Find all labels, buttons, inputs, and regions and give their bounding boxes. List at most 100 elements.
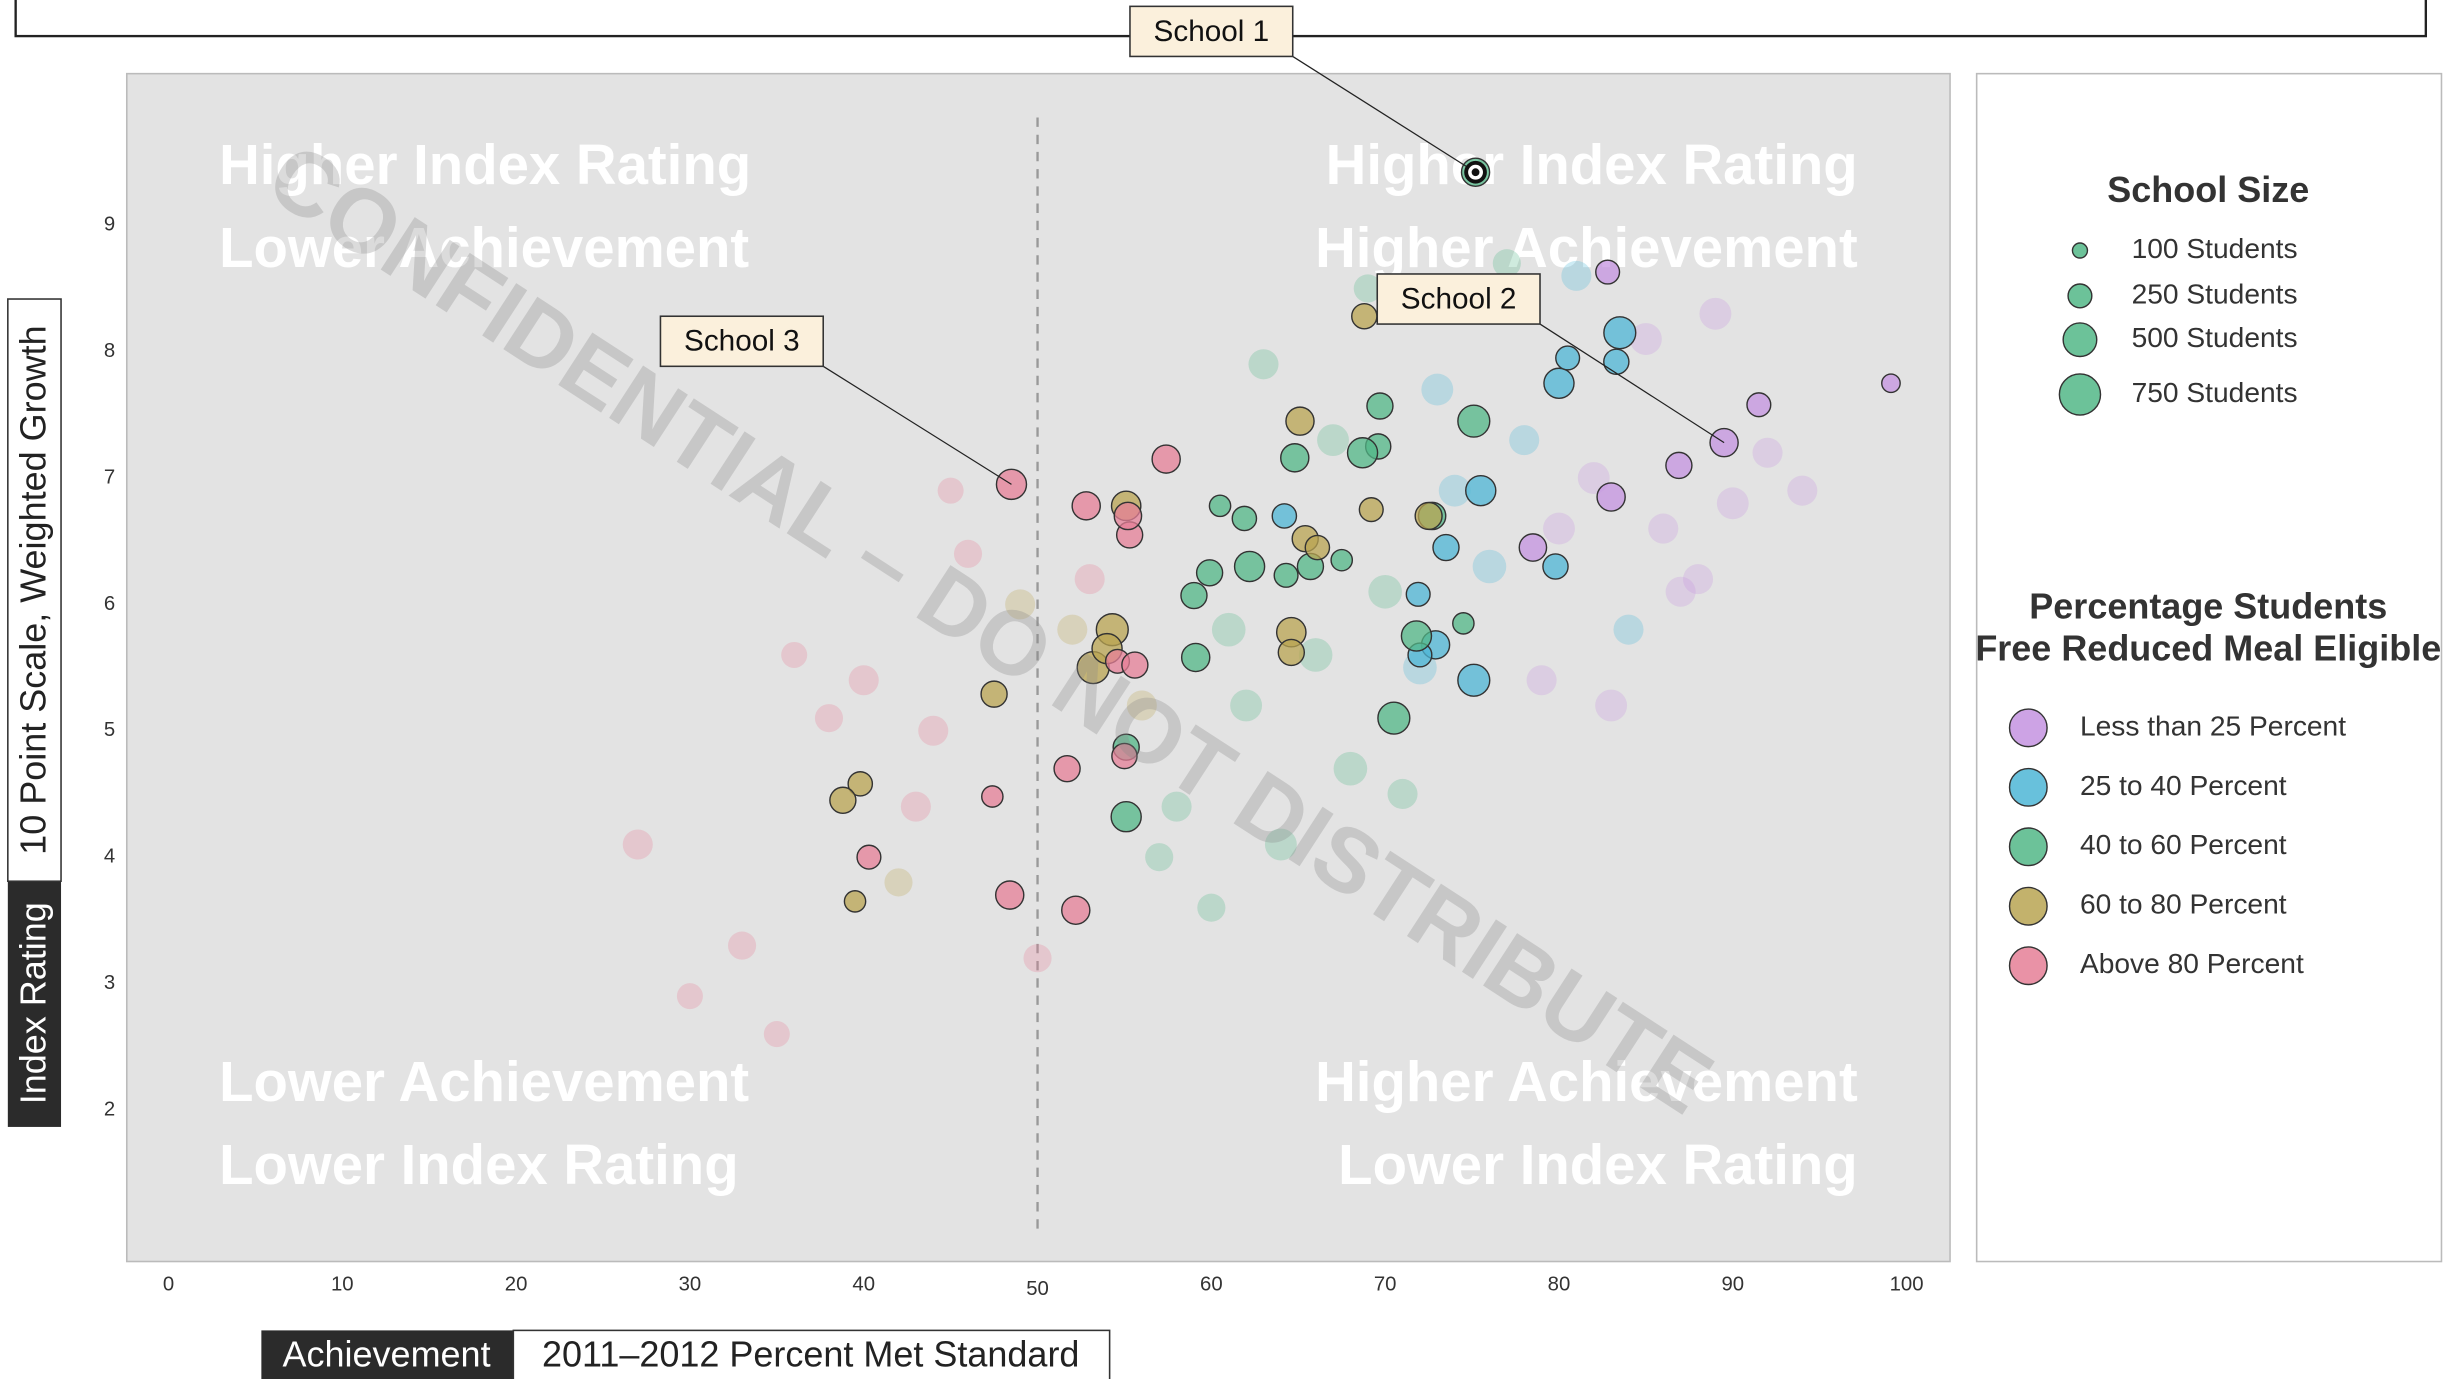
bubble-faint <box>1264 828 1297 861</box>
bubble <box>1881 373 1901 394</box>
quadrant-label: Higher Achievement <box>1315 216 1858 279</box>
annotation-label: School 2 <box>1401 282 1517 315</box>
y-label-tag: Index Rating <box>12 902 53 1104</box>
bubble <box>1304 534 1331 561</box>
size-legend-title: School Size <box>2107 169 2309 210</box>
color-legend-label: 60 to 80 Percent <box>2080 888 2287 920</box>
bubble-faint <box>1248 349 1279 380</box>
size-legend-label: 100 Students <box>2132 232 2298 264</box>
bubble-faint <box>1648 513 1679 544</box>
bubble-faint <box>1353 274 1382 303</box>
x-label: 2011–2012 Percent Met Standard <box>542 1333 1079 1374</box>
bubble <box>1330 548 1354 572</box>
bubble <box>1457 404 1491 438</box>
size-legend-label: 750 Students <box>2132 376 2298 408</box>
bubble <box>1377 701 1411 735</box>
bubble <box>1603 316 1637 350</box>
bubble <box>847 771 874 797</box>
bubble-faint <box>1438 474 1471 507</box>
bubble-faint <box>1699 297 1732 330</box>
x-tick-label: 40 <box>852 1273 875 1295</box>
annotation-leader <box>1292 55 1476 173</box>
x-tick-label: 0 <box>163 1273 174 1295</box>
color-legend-title: Free Reduced Meal Eligible <box>1975 628 2441 669</box>
bubble-faint <box>848 665 879 696</box>
y-tick-label: 3 <box>104 972 115 994</box>
x-tick-label: 50 <box>1026 1278 1049 1300</box>
bubble-faint <box>1716 487 1749 520</box>
color-legend-marker <box>2008 886 2048 926</box>
quadrant-label: Higher Achievement <box>1315 1050 1858 1113</box>
quadrant-label: Lower Index Rating <box>219 1133 739 1196</box>
y-label-box <box>7 298 62 883</box>
bubble <box>1071 491 1101 521</box>
color-legend-marker <box>2008 708 2048 748</box>
bubble <box>1542 553 1569 580</box>
y-tick-label: 4 <box>104 846 115 868</box>
bubble <box>1543 367 1575 399</box>
x-tick-label: 80 <box>1548 1273 1571 1295</box>
bubble <box>1110 800 1142 833</box>
color-legend-marker <box>2008 827 2048 867</box>
bubble <box>1351 303 1378 330</box>
color-legend-label: 25 to 40 Percent <box>2080 769 2287 801</box>
bubble <box>1432 533 1460 562</box>
bubble-faint <box>1211 612 1246 647</box>
x-tick-label: 60 <box>1200 1273 1223 1295</box>
bubble <box>1231 505 1258 532</box>
annotation-box <box>1376 273 1541 325</box>
bubble-faint <box>937 477 964 504</box>
bubble <box>1596 482 1626 512</box>
bubble-faint <box>1197 893 1226 922</box>
bubble <box>1271 503 1298 529</box>
color-legend-label: 40 to 60 Percent <box>2080 828 2287 860</box>
bubble <box>1277 638 1306 667</box>
bubble-faint <box>1368 574 1402 609</box>
quadrant-label: Higher Index Rating <box>219 133 751 196</box>
bubble-faint <box>1057 614 1088 645</box>
bubble-faint <box>1629 323 1662 355</box>
bubble <box>1061 895 1091 925</box>
bubble <box>1465 474 1497 507</box>
bubble <box>1121 651 1149 679</box>
bubble-faint <box>622 829 653 860</box>
bubble <box>1180 642 1211 673</box>
bubble-faint <box>1005 589 1036 620</box>
bubble-faint <box>814 704 844 733</box>
y-tick-label: 6 <box>104 593 115 615</box>
bubble-faint <box>1126 690 1157 721</box>
bubble <box>1113 501 1143 531</box>
y-tick-label: 7 <box>104 466 115 488</box>
bubble <box>1151 444 1181 474</box>
bubble-faint <box>1543 512 1575 545</box>
size-legend-marker <box>2071 242 2089 259</box>
bubble <box>1414 501 1443 531</box>
color-legend-marker <box>2008 946 2048 986</box>
bubble <box>1405 581 1431 607</box>
y-tick-label: 9 <box>104 214 115 236</box>
size-legend-label: 250 Students <box>2132 277 2298 309</box>
bubble-faint <box>1787 475 1818 506</box>
bubble <box>1400 620 1433 652</box>
size-legend-marker <box>2058 373 2102 416</box>
bubble <box>1233 550 1266 583</box>
bubble <box>1518 533 1548 562</box>
bubble-faint <box>1683 564 1714 595</box>
bubble-faint <box>1074 564 1105 595</box>
bubble-faint <box>1317 424 1349 457</box>
x-label-tag: Achievement <box>283 1333 491 1374</box>
bubble-faint <box>1472 549 1507 584</box>
bubble <box>981 785 1004 808</box>
y-label-tag-box <box>7 881 62 1127</box>
bubble <box>1452 612 1475 635</box>
bubble <box>1280 443 1310 473</box>
annotation-label: School 3 <box>684 325 800 358</box>
bubble-faint <box>763 1021 790 1048</box>
bubble-faint <box>728 931 757 960</box>
size-legend-marker <box>2062 322 2098 358</box>
legend-panel <box>1975 72 2443 1263</box>
bubble <box>1555 345 1581 371</box>
x-tick-label: 100 <box>1890 1273 1924 1295</box>
color-legend-label: Less than 25 Percent <box>2080 709 2346 741</box>
bubble-faint <box>1752 437 1783 468</box>
